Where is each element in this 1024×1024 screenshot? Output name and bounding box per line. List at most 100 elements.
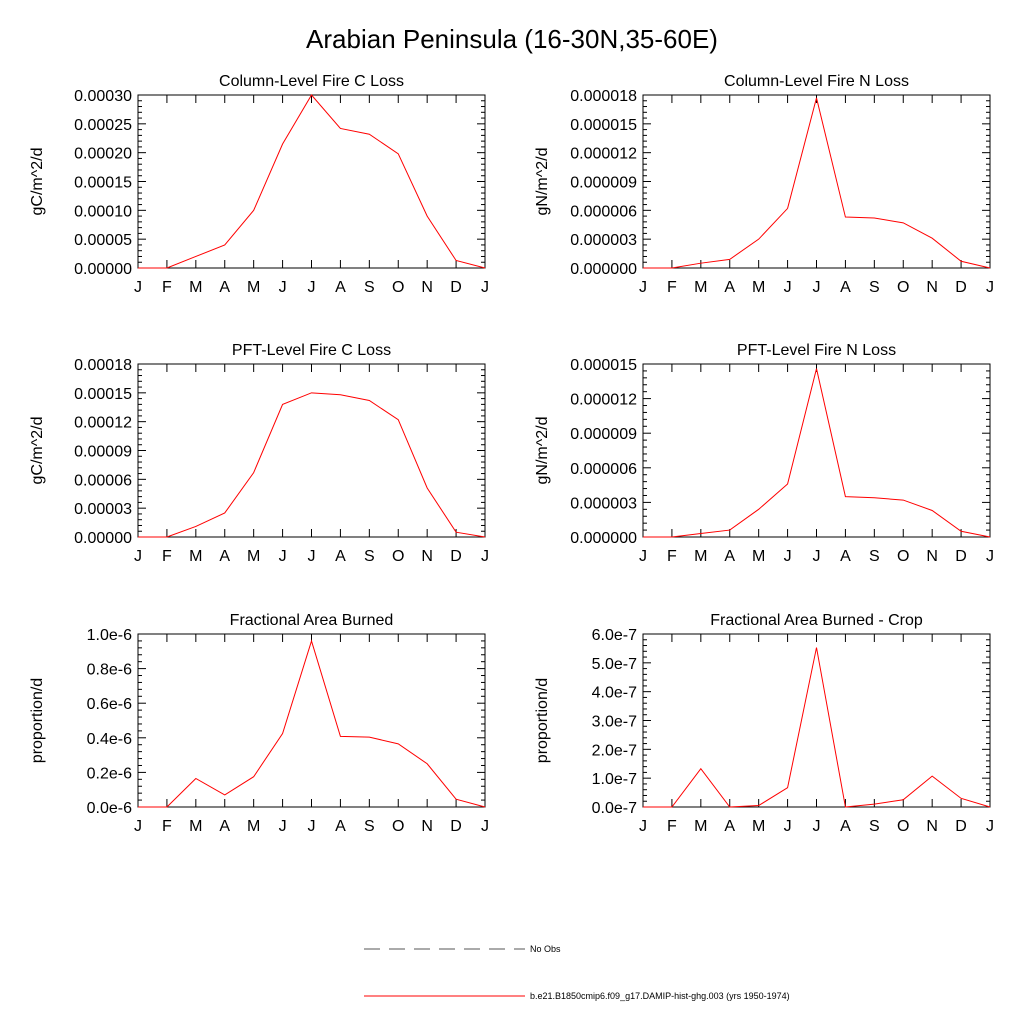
x-tick-label: J [481,279,489,296]
y-tick-label: 0.0e-6 [87,800,132,817]
x-tick-label: A [335,818,346,835]
legend: No Obs b.e21.B1850cmip6.f09_g17.DAMIP-his… [364,944,790,1001]
plot-frame [137,363,486,538]
x-tick-label: J [481,548,489,565]
legend-label: b.e21.B1850cmip6.f09_g17.DAMIP-hist-ghg.… [530,991,790,1001]
x-tick-label: J [784,279,792,296]
y-tick-label: 0.000015 [570,117,637,134]
x-tick-label: N [421,548,433,565]
x-tick-label: J [639,818,647,835]
x-tick-label: M [189,818,202,835]
panel-title: Column-Level Fire C Loss [219,73,404,90]
x-tick-label: A [335,279,346,296]
y-tick-label: 2.0e-7 [592,742,637,759]
x-tick-label: O [392,279,404,296]
y-tick-label: 0.0e-7 [592,800,637,817]
x-tick-label: J [134,818,142,835]
y-axis-label: gN/m^2/d [534,148,551,216]
series-line [643,647,991,808]
x-tick-label: S [364,279,375,296]
x-tick-label: J [639,279,647,296]
y-tick-label: 0.00003 [74,501,132,518]
x-tick-label: F [667,279,677,296]
y-tick-label: 0.00000 [74,530,132,547]
y-tick-label: 0.00018 [74,357,132,374]
y-tick-label: 0.00015 [74,175,132,192]
x-tick-label: A [219,279,230,296]
y-axis-label: proportion/d [534,678,551,763]
y-tick-label: 0.000009 [570,175,637,192]
x-tick-label: M [752,818,765,835]
x-tick-label: J [813,548,821,565]
x-tick-label: N [421,818,433,835]
x-tick-label: J [986,548,994,565]
x-tick-label: D [450,279,462,296]
x-tick-label: M [694,548,707,565]
x-tick-label: J [134,279,142,296]
y-tick-label: 0.00020 [74,146,132,163]
panels: Column-Level Fire C LossgC/m^2/d0.000000… [29,73,994,835]
plot-frame [137,94,486,269]
x-tick-label: J [813,818,821,835]
y-tick-label: 0.00010 [74,203,132,220]
y-tick-label: 0.000000 [570,530,637,547]
y-tick-label: 0.8e-6 [87,662,132,679]
panel-4: PFT-Level Fire N Loss gN/m^2/d 0.000000 0.0… [534,342,994,565]
y-tick-label: 0.00005 [74,232,132,249]
y-tick-label: 0.000015 [570,357,637,374]
plot-frame [642,363,991,538]
x-tick-label: N [926,818,938,835]
x-tick-label: J [308,548,316,565]
y-axis-label: gN/m^2/d [534,417,551,485]
x-tick-label: J [481,818,489,835]
x-tick-label: O [897,818,909,835]
x-tick-label: S [869,818,880,835]
panel-5: Fractional Area Burned proportion/d 0.0e-6… [29,612,489,835]
panel-title: PFT-Level Fire C Loss [232,342,391,359]
x-tick-label: J [639,548,647,565]
y-tick-label: 0.00030 [74,88,132,105]
y-tick-label: 4.0e-7 [592,685,637,702]
x-tick-label: N [421,279,433,296]
plot-frame [642,94,991,269]
panel-title: Fractional Area Burned [230,612,394,629]
panel-1: Column-Level Fire C Loss gC/m^2/d 0.00000 0… [29,73,489,296]
x-tick-label: J [308,279,316,296]
y-tick-label: 5.0e-7 [592,656,637,673]
y-tick-label: 0.000006 [570,203,637,220]
y-tick-label: 0.000003 [570,495,637,512]
x-tick-label: J [279,818,287,835]
x-tick-label: J [813,279,821,296]
x-tick-label: A [219,548,230,565]
y-tick-label: 0.000000 [570,261,637,278]
x-tick-label: M [752,548,765,565]
y-tick-label: 6.0e-7 [592,627,637,644]
x-tick-label: F [162,279,172,296]
series-line [138,94,486,269]
panel-title: Fractional Area Burned - Crop [710,612,923,629]
y-tick-label: 0.00009 [74,444,132,461]
x-tick-label: F [667,818,677,835]
y-tick-label: 0.000006 [570,461,637,478]
series-line [643,368,991,538]
x-tick-label: F [162,548,172,565]
y-tick-label: 0.00015 [74,386,132,403]
x-tick-label: A [840,818,851,835]
x-tick-label: D [450,818,462,835]
x-tick-label: D [955,279,967,296]
series-line [643,97,991,269]
x-tick-label: D [955,818,967,835]
x-tick-label: D [955,548,967,565]
y-tick-label: 0.00006 [74,472,132,489]
y-tick-label: 1.0e-7 [592,771,637,788]
y-axis-label: gC/m^2/d [29,417,46,485]
y-tick-label: 1.0e-6 [87,627,132,644]
x-tick-label: S [869,548,880,565]
y-tick-label: 0.000009 [570,426,637,443]
x-tick-label: N [926,279,938,296]
x-tick-label: A [219,818,230,835]
y-tick-label: 0.000003 [570,232,637,249]
x-tick-label: J [986,818,994,835]
x-tick-label: A [840,279,851,296]
